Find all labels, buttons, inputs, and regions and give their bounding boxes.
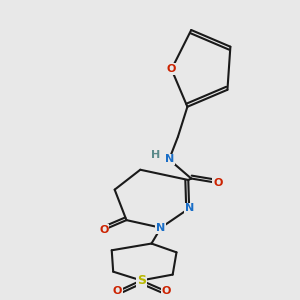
Text: S: S (137, 274, 146, 287)
Text: H: H (151, 150, 160, 160)
Text: O: O (213, 178, 222, 188)
Text: O: O (167, 64, 176, 74)
Text: N: N (156, 223, 166, 233)
Text: N: N (184, 203, 194, 213)
Text: O: O (113, 286, 122, 296)
Text: O: O (161, 286, 171, 296)
Text: N: N (164, 154, 174, 164)
Text: O: O (99, 225, 109, 235)
